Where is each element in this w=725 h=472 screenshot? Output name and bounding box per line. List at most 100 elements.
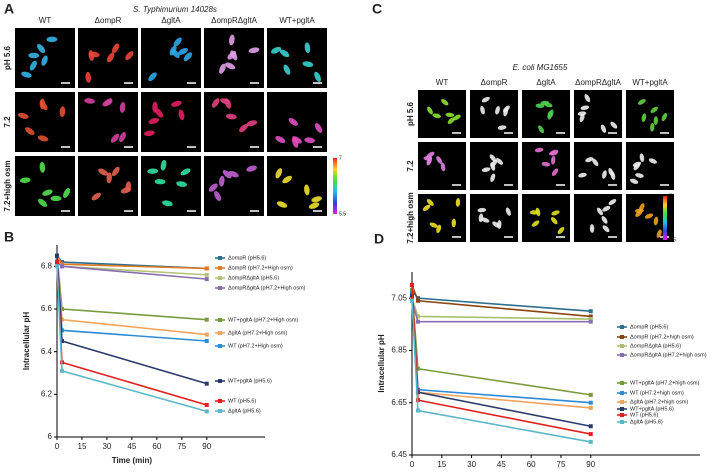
x-tick-label: 45	[127, 442, 136, 451]
cell	[41, 55, 48, 66]
cell	[534, 147, 544, 153]
y-axis-label: Intracellular pH	[22, 312, 31, 370]
x-tick-label: 75	[177, 442, 186, 451]
color-bar-label: 5.5	[339, 211, 346, 217]
cell	[219, 175, 225, 187]
y-tick-label: 6.85	[391, 346, 407, 355]
cell	[551, 210, 560, 216]
cell	[302, 61, 314, 68]
legend-label: ΔompRΔgltA (pH7.2+High osm)	[228, 285, 306, 291]
cell	[490, 173, 496, 182]
cell	[63, 187, 71, 198]
series-line	[56, 262, 207, 406]
cell	[432, 113, 442, 119]
y-axis-label: Intracellular pH	[377, 334, 386, 392]
cell	[276, 201, 288, 208]
point	[415, 366, 420, 371]
cell	[639, 153, 645, 163]
legend-marker	[620, 391, 624, 395]
point	[59, 262, 64, 267]
column-label: WT	[436, 78, 449, 87]
legend-label: WT+pgltA (pH7.2+High osm)	[228, 317, 298, 323]
point	[204, 403, 209, 407]
cell	[38, 198, 48, 207]
cell	[592, 158, 599, 166]
cell	[304, 184, 310, 196]
legend-label: ΔgltA (pH7.2+High osm)	[228, 330, 287, 336]
y-tick-label: 6.65	[391, 398, 407, 407]
panel-letter: A	[4, 1, 14, 17]
cell	[171, 49, 180, 59]
column-label: ΔompR	[95, 16, 122, 25]
cell	[602, 225, 610, 233]
cell	[602, 170, 607, 179]
cell	[497, 125, 507, 130]
series-line	[411, 284, 591, 318]
series-line	[411, 290, 591, 396]
cell	[578, 172, 587, 178]
legend-marker	[218, 266, 222, 270]
point	[55, 264, 59, 269]
cell	[650, 122, 655, 132]
x-tick-label: 15	[78, 442, 87, 451]
point	[588, 405, 593, 410]
cell	[220, 98, 231, 105]
series-line	[411, 285, 591, 435]
point	[204, 332, 209, 337]
cell	[661, 113, 668, 122]
cell	[543, 102, 553, 108]
cell	[173, 37, 182, 47]
column-label: ΔompRΔgltA	[575, 78, 621, 87]
cell	[282, 175, 292, 184]
point	[588, 309, 593, 314]
panel-letter: B	[4, 229, 14, 245]
cell	[288, 117, 298, 126]
legend-label: ΔgltA (pH7.2+high osm)	[630, 399, 688, 405]
cell	[176, 181, 188, 187]
point	[55, 253, 59, 258]
cell	[180, 168, 191, 176]
micrograph	[522, 194, 570, 242]
cell	[228, 170, 239, 178]
x-tick-label: 90	[202, 442, 211, 451]
legend-label: WT (pH7.2+High osm)	[228, 343, 283, 349]
x-tick-label: 30	[102, 442, 111, 451]
cell	[429, 222, 438, 228]
legend-label: WT (pH5.6)	[228, 398, 256, 404]
cell	[106, 52, 115, 63]
cell	[85, 71, 91, 83]
row-label: 7.2+high osm	[406, 192, 415, 243]
cell	[208, 183, 218, 192]
cell	[440, 162, 446, 172]
cell	[641, 113, 647, 122]
legend-marker	[218, 331, 222, 335]
cell	[656, 229, 662, 238]
cell	[608, 168, 614, 177]
point	[588, 314, 593, 319]
point	[59, 368, 64, 373]
cell	[629, 178, 639, 184]
cell	[426, 151, 435, 158]
cell	[495, 158, 504, 165]
cell	[602, 205, 611, 212]
color-bar-label: 7	[339, 155, 342, 161]
point	[59, 339, 64, 343]
cell	[637, 98, 646, 105]
cell	[119, 101, 126, 113]
legend-marker	[218, 286, 222, 290]
cell	[111, 166, 120, 177]
cell	[225, 62, 236, 70]
micrograph	[15, 92, 75, 152]
legend-label: ΔompR (pH5.6)	[630, 324, 668, 330]
x-tick-label: 45	[497, 460, 506, 469]
micrograph	[470, 90, 518, 138]
cell	[489, 154, 497, 162]
cell	[600, 124, 607, 133]
cell	[653, 116, 658, 125]
cell	[497, 220, 502, 229]
cell	[557, 227, 565, 235]
cell	[481, 167, 491, 173]
legend-label: ΔompRΔgltA (pH5.6)	[630, 343, 681, 349]
point	[204, 277, 209, 282]
micrograph	[574, 142, 622, 190]
